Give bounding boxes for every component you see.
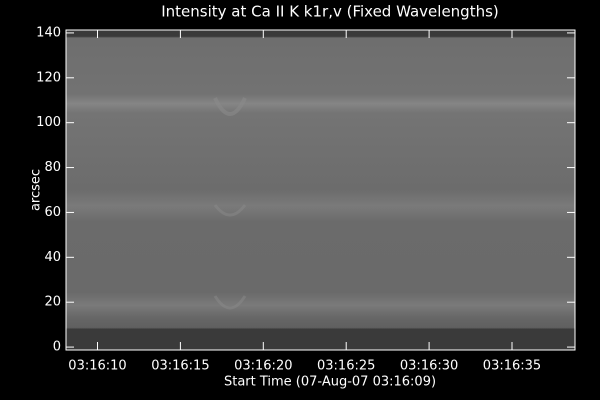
x-tick-label: 03:16:10 bbox=[68, 359, 126, 374]
x-tick-label: 03:16:25 bbox=[317, 359, 375, 374]
y-tick-label: 0 bbox=[53, 340, 61, 355]
image-feature bbox=[213, 295, 247, 310]
x-tick-label: 03:16:30 bbox=[400, 359, 458, 374]
intensity-image bbox=[66, 30, 575, 350]
x-tick-label: 03:16:35 bbox=[483, 359, 541, 374]
image-feature bbox=[213, 97, 247, 116]
y-tick-label: 140 bbox=[36, 25, 61, 40]
x-tick-label: 03:16:15 bbox=[151, 359, 209, 374]
x-axis-label: Start Time (07-Aug-07 03:16:09) bbox=[224, 375, 436, 390]
image-feature bbox=[213, 204, 247, 217]
x-tick-label: 03:16:20 bbox=[234, 359, 292, 374]
plot-frame bbox=[65, 29, 576, 351]
y-tick-label: 80 bbox=[44, 160, 61, 175]
y-tick-label: 100 bbox=[36, 115, 61, 130]
y-axis-label: arcsec bbox=[29, 169, 44, 211]
y-tick-label: 60 bbox=[44, 205, 61, 220]
y-tick-label: 40 bbox=[44, 250, 61, 265]
y-tick-label: 120 bbox=[36, 70, 61, 85]
y-tick-label: 20 bbox=[44, 295, 61, 310]
chart-title: Intensity at Ca II K k1r,v (Fixed Wavele… bbox=[161, 3, 499, 21]
